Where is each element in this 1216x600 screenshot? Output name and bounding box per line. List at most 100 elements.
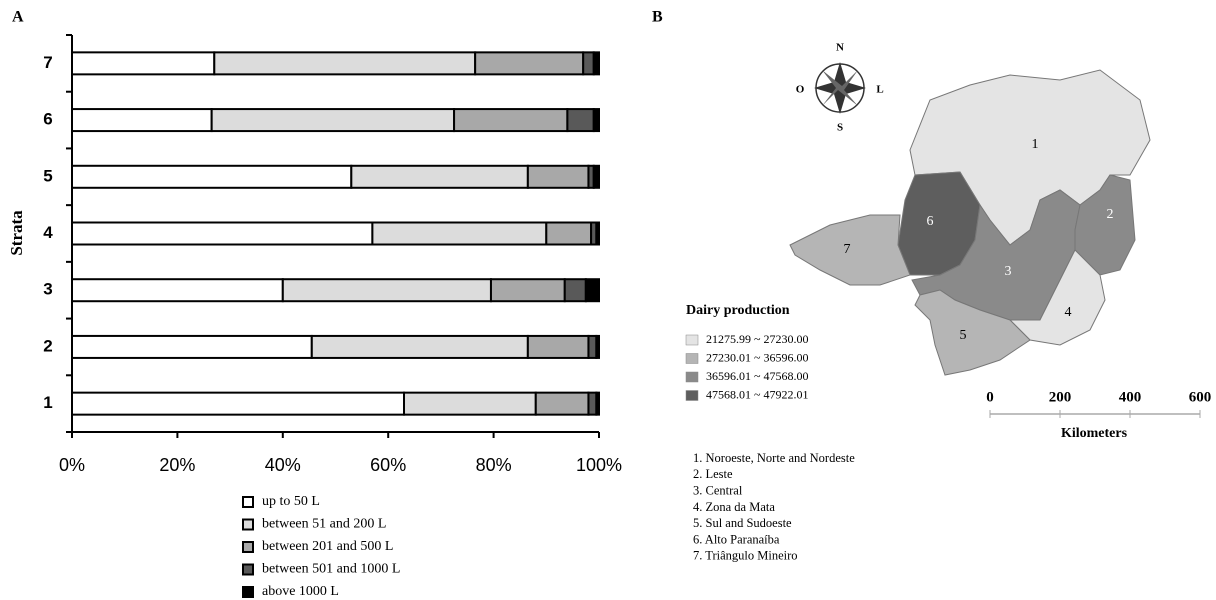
legend-label: between 51 and 200 L <box>262 517 386 532</box>
panel-label: B <box>652 9 663 26</box>
y-tick-label: 6 <box>43 110 52 129</box>
x-tick-label: 60% <box>370 455 406 475</box>
bar-segment <box>71 51 216 76</box>
bar-segment <box>587 334 598 359</box>
bar-segment <box>584 278 601 303</box>
region-number: 5 <box>960 328 967 343</box>
region-number: 7 <box>844 242 851 257</box>
bar-segment <box>587 391 598 416</box>
legend-label: above 1000 L <box>262 584 339 599</box>
legend-label: 47568.01 ~ 47922.01 <box>706 387 809 401</box>
region-name: 2. Leste <box>693 467 733 481</box>
legend-label: 36596.01 ~ 47568.00 <box>706 369 809 383</box>
bar-segment <box>453 108 569 133</box>
bar-segment <box>592 108 600 133</box>
legend-swatch <box>685 390 699 401</box>
bar-segment <box>526 334 590 359</box>
region-number: 3 <box>1005 264 1012 279</box>
legend-swatch <box>242 541 254 553</box>
bar-segment <box>210 108 456 133</box>
bar-segment <box>403 391 537 416</box>
region-name: 3. Central <box>693 483 743 497</box>
legend-swatch <box>242 563 254 576</box>
y-tick-label: 1 <box>43 393 52 412</box>
legend-label: 21275.99 ~ 27230.00 <box>706 332 809 346</box>
bar-segment <box>71 334 313 359</box>
x-tick-label: 0% <box>59 455 85 475</box>
legend-label: between 201 and 500 L <box>262 539 393 554</box>
region-name: 4. Zona da Mata <box>693 500 775 514</box>
bar-segment <box>595 391 600 416</box>
region-name: 5. Sul and Sudoeste <box>693 516 792 530</box>
region-name: 7. Triângulo Mineiro <box>693 549 798 563</box>
bar-segment <box>595 221 600 246</box>
bar-segment <box>310 334 529 359</box>
bar-segment <box>71 108 213 133</box>
panel-label: A <box>12 9 24 26</box>
legend-swatch <box>242 518 254 531</box>
bar-segment <box>281 278 492 303</box>
region-number: 4 <box>1065 305 1072 320</box>
y-tick-label: 2 <box>43 336 52 355</box>
bar-segment <box>595 334 600 359</box>
bar-segment <box>71 164 353 189</box>
legend-swatch <box>685 371 699 383</box>
bar-segment <box>582 51 595 76</box>
region-number: 1 <box>1032 137 1039 152</box>
bar-segment <box>474 51 585 76</box>
compass-o: O <box>796 84 805 96</box>
compass-l: L <box>876 84 883 96</box>
legend-title: Dairy production <box>686 303 790 318</box>
y-tick-label: 3 <box>43 280 52 299</box>
legend-swatch <box>685 334 699 346</box>
region-shape <box>1008 249 1106 346</box>
bar-segment <box>534 391 590 416</box>
scale-label: 400 <box>1119 389 1142 405</box>
x-tick-label: 100% <box>576 455 622 475</box>
y-tick-label: 7 <box>43 53 52 72</box>
bar-segment <box>566 108 595 133</box>
bar-segment <box>489 278 566 303</box>
legend-swatch <box>242 496 254 508</box>
region-name: 1. Noroeste, Norte and Nordeste <box>693 451 855 465</box>
bar-segment <box>71 391 406 416</box>
region-shape <box>914 289 1031 376</box>
compass-s: S <box>837 122 843 134</box>
scale-unit: Kilometers <box>1061 426 1128 441</box>
bar-segment <box>350 164 529 189</box>
region-shape <box>789 214 911 286</box>
bar-segment <box>563 278 587 303</box>
x-tick-label: 20% <box>159 455 195 475</box>
bar-segment <box>545 221 593 246</box>
region-name: 6. Alto Paranaíba <box>693 532 780 546</box>
region-number: 2 <box>1107 207 1114 222</box>
legend-swatch <box>685 353 699 364</box>
scale-label: 600 <box>1189 389 1212 405</box>
scale-label: 200 <box>1049 389 1072 405</box>
bar-segment <box>213 51 477 76</box>
region-number: 6 <box>927 214 934 229</box>
compass <box>814 62 866 114</box>
legend-label: between 501 and 1000 L <box>262 562 400 577</box>
map <box>789 69 1151 376</box>
compass-star <box>822 70 858 106</box>
scale-label: 0 <box>986 389 994 405</box>
x-tick-label: 40% <box>265 455 301 475</box>
y-tick-label: 5 <box>43 166 52 185</box>
bar-segment <box>71 278 284 303</box>
y-tick-label: 4 <box>43 223 53 242</box>
bar-segment <box>71 221 374 246</box>
compass-n: N <box>836 42 844 54</box>
region-shape <box>1074 174 1136 276</box>
bar-segment <box>371 221 548 246</box>
y-axis-label: Strata <box>7 210 26 256</box>
bar-segment <box>592 164 600 189</box>
x-tick-label: 80% <box>476 455 512 475</box>
bar-segment <box>526 164 590 189</box>
legend-label: up to 50 L <box>262 494 320 509</box>
bar-segment <box>592 51 600 76</box>
legend-swatch <box>242 586 254 598</box>
legend-label: 27230.01 ~ 36596.00 <box>706 350 809 364</box>
